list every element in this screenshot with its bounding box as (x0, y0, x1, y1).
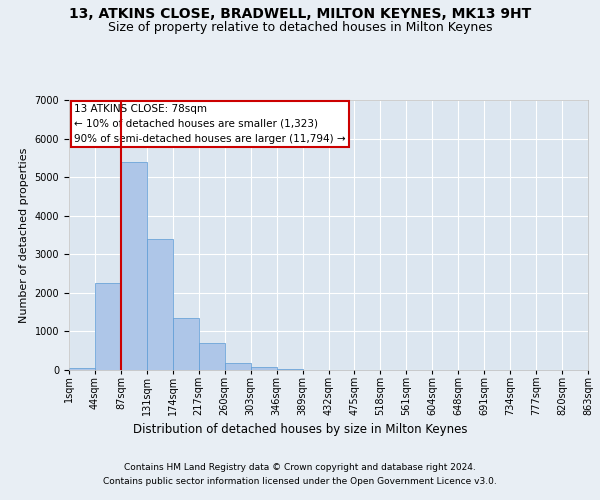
Text: 13, ATKINS CLOSE, BRADWELL, MILTON KEYNES, MK13 9HT: 13, ATKINS CLOSE, BRADWELL, MILTON KEYNE… (69, 8, 531, 22)
Bar (173, 318, 199, 370)
Text: Contains HM Land Registry data © Crown copyright and database right 2024.: Contains HM Land Registry data © Crown c… (124, 464, 476, 472)
Bar (225, 363, 251, 370)
Bar (121, 162, 147, 370)
Text: Size of property relative to detached houses in Milton Keynes: Size of property relative to detached ho… (108, 22, 492, 35)
Bar (147, 239, 173, 370)
Text: Distribution of detached houses by size in Milton Keynes: Distribution of detached houses by size … (133, 422, 467, 436)
Bar (251, 366, 277, 370)
Bar (277, 368, 302, 370)
Bar (95, 283, 121, 370)
Bar (69, 368, 95, 370)
Bar (199, 343, 224, 370)
Text: 13 ATKINS CLOSE: 78sqm
← 10% of detached houses are smaller (1,323)
90% of semi-: 13 ATKINS CLOSE: 78sqm ← 10% of detached… (74, 104, 346, 144)
Y-axis label: Number of detached properties: Number of detached properties (19, 148, 29, 322)
Text: Contains public sector information licensed under the Open Government Licence v3: Contains public sector information licen… (103, 477, 497, 486)
